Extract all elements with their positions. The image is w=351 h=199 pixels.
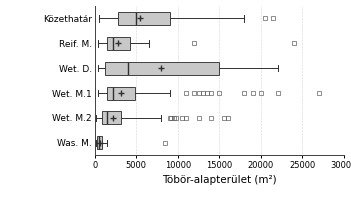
PathPatch shape xyxy=(118,12,170,25)
PathPatch shape xyxy=(105,62,219,75)
PathPatch shape xyxy=(102,111,121,124)
PathPatch shape xyxy=(107,87,135,100)
PathPatch shape xyxy=(107,37,130,50)
PathPatch shape xyxy=(97,136,102,149)
X-axis label: Töbör-alapterület (m²): Töbör-alapterület (m²) xyxy=(162,175,277,185)
